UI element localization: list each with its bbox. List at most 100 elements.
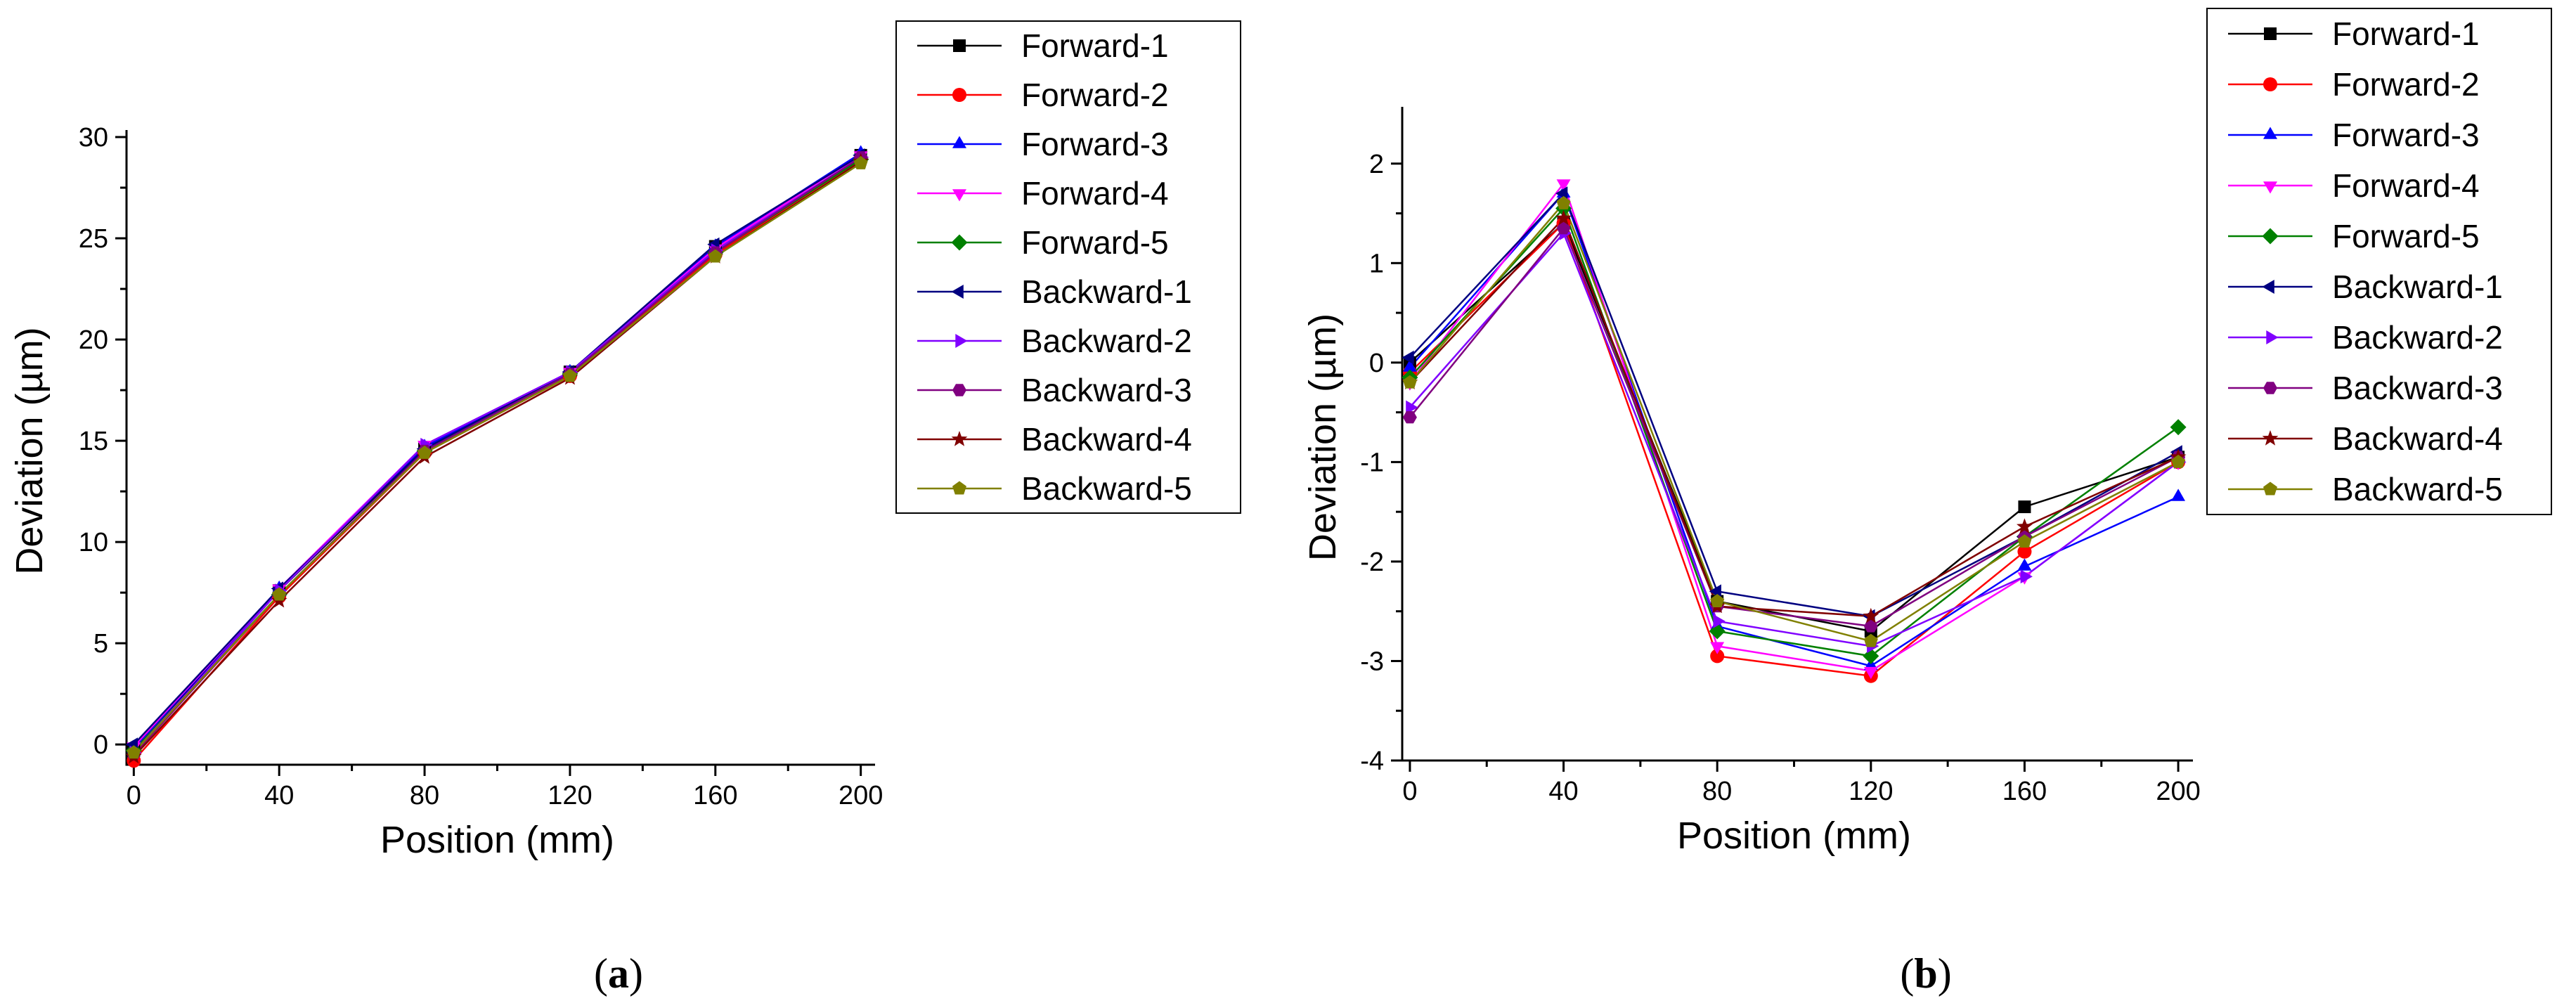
legend-marker <box>955 334 968 348</box>
data-point-backward-5 <box>708 249 723 263</box>
legend-marker <box>2262 280 2274 294</box>
y-tick-label: -4 <box>1360 746 1384 776</box>
series-line-backward-4 <box>133 160 862 758</box>
legend-marker <box>952 136 966 148</box>
data-point-backward-5 <box>2017 534 2032 548</box>
data-point-backward-2 <box>1713 614 1726 628</box>
legend-label: Backward-4 <box>1021 421 1192 458</box>
series-line-forward-5 <box>1409 207 2179 657</box>
data-point-forward-2 <box>1710 649 1725 664</box>
data-point-backward-5 <box>272 587 287 601</box>
y-tick-label: 15 <box>79 427 108 456</box>
legend-marker <box>2263 382 2277 394</box>
y-tick-label: -3 <box>1360 647 1384 676</box>
legend-marker <box>2263 127 2277 139</box>
legend-label: Backward-2 <box>2332 319 2503 356</box>
x-tick-label: 200 <box>2156 777 2200 806</box>
legend-label: Forward-2 <box>2332 66 2480 103</box>
legend-marker <box>2264 27 2277 40</box>
series-line-backward-5 <box>133 162 862 753</box>
legend-marker <box>2262 430 2279 446</box>
legend-marker <box>2263 481 2277 496</box>
series-line-forward-3 <box>1409 191 2179 667</box>
legend <box>895 20 1241 514</box>
axes <box>1401 107 2193 762</box>
legend-label: Forward-2 <box>1021 77 1169 113</box>
data-point-backward-4 <box>1863 607 1879 623</box>
data-point-forward-3 <box>2171 488 2185 501</box>
data-point-forward-4 <box>1863 666 1878 680</box>
data-point-backward-4 <box>2017 518 2033 534</box>
data-point-backward-5 <box>853 155 868 169</box>
data-point-backward-5 <box>2171 454 2186 468</box>
legend-label: Backward-4 <box>2332 420 2503 457</box>
legend-marker <box>2266 330 2279 344</box>
legend-marker <box>951 285 964 299</box>
y-tick-label: 30 <box>79 123 108 153</box>
x-tick-label: 160 <box>2002 777 2047 806</box>
chart-panel-b: 0 40 80 120 160 200 -4 -3 -2 -1 0 1 2 Position (mm) De… <box>1302 8 2552 997</box>
legend-marker <box>2263 181 2277 194</box>
x-tick-label: 120 <box>548 781 592 810</box>
x-tick-label: 160 <box>693 781 737 810</box>
y-tick-label: 5 <box>93 629 108 659</box>
legend-label: Backward-1 <box>2332 268 2503 305</box>
data-point-backward-5 <box>418 445 432 459</box>
series-line-backward-3 <box>133 156 862 756</box>
legend-marker <box>951 234 968 251</box>
y-tick-label: 25 <box>79 224 108 254</box>
legend-label: Forward-3 <box>1021 126 1169 162</box>
legend-label: Backward-1 <box>1021 273 1192 310</box>
legend-label: Forward-1 <box>2332 15 2480 52</box>
data-point-forward-1 <box>2018 500 2031 514</box>
series-line-backward-2 <box>1409 231 2179 647</box>
y-axis-title: Deviation (µm) <box>1302 313 1344 561</box>
y-tick-label: 2 <box>1369 150 1384 179</box>
data-point-backward-2 <box>2020 569 2033 584</box>
legend-marker <box>952 384 966 396</box>
x-tick-label: 0 <box>127 781 141 810</box>
series-line-forward-2 <box>133 158 862 762</box>
series-line-backward-1 <box>133 154 862 746</box>
chart-panel-a: 0 40 80 120 160 200 0 5 10 15 20 25 30 Position (mm) D… <box>8 20 1241 997</box>
legend-label: Forward-4 <box>2332 167 2480 204</box>
series-line-forward-5 <box>133 158 862 751</box>
series-line-backward-3 <box>1409 226 2179 628</box>
data-point-forward-4 <box>1556 179 1571 192</box>
data-point-forward-3 <box>2017 558 2032 571</box>
data-point-backward-3 <box>1863 620 1878 633</box>
legend-label: Backward-3 <box>1021 372 1192 408</box>
series-line-backward-1 <box>1409 191 2179 618</box>
y-tick-label: -2 <box>1360 548 1384 577</box>
legend-label: Forward-4 <box>1021 175 1169 212</box>
x-axis-title: Position (mm) <box>1677 815 1911 857</box>
data-point-backward-2 <box>1406 400 1418 415</box>
x-tick-label: 40 <box>264 781 294 810</box>
legend-label: Backward-3 <box>2332 370 2503 406</box>
data-point-backward-5 <box>127 745 141 759</box>
data-point-forward-3 <box>1403 359 1417 372</box>
data-point-backward-4 <box>1555 209 1572 226</box>
legend-marker <box>952 481 966 495</box>
legend-label: Backward-2 <box>1021 323 1192 359</box>
data-point-forward-4 <box>1710 642 1725 654</box>
series-line-forward-4 <box>1409 181 2179 672</box>
legend-label: Backward-5 <box>1021 470 1192 507</box>
y-tick-label: 1 <box>1369 249 1384 278</box>
series-line-backward-2 <box>133 156 862 753</box>
series-line-forward-2 <box>1409 221 2179 678</box>
series-line-forward-1 <box>133 154 862 751</box>
x-tick-label: 40 <box>1548 777 1578 806</box>
data-point-backward-5 <box>1863 633 1878 647</box>
y-tick-label: 0 <box>1369 349 1384 378</box>
series-line-backward-4 <box>1409 216 2179 618</box>
data-point-backward-3 <box>1402 411 1417 424</box>
series-line-forward-3 <box>133 152 862 749</box>
x-tick-label: 80 <box>1702 777 1732 806</box>
legend-marker <box>953 39 966 52</box>
data-point-forward-5 <box>1863 647 1879 664</box>
legend-label: Forward-5 <box>2332 218 2480 254</box>
data-point-backward-5 <box>1556 195 1571 209</box>
data-point-backward-5 <box>1402 375 1417 389</box>
series-line-forward-1 <box>1409 221 2179 633</box>
